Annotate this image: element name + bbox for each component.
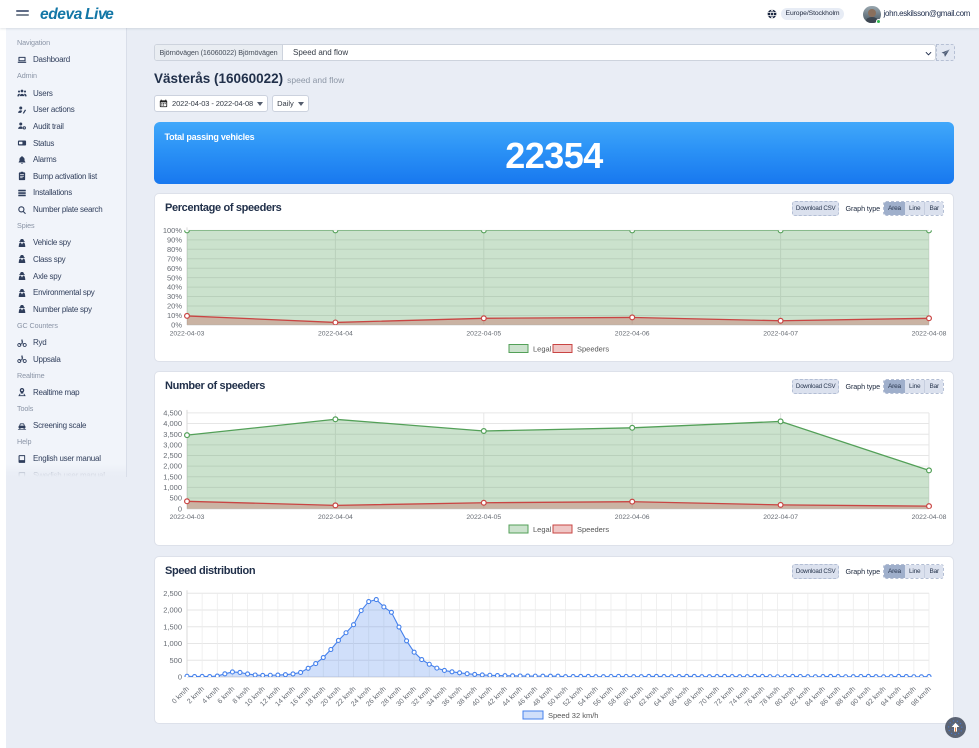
svg-text:2022-04-08: 2022-04-08 xyxy=(912,514,947,521)
svg-text:Legal: Legal xyxy=(533,525,552,534)
svg-text:20%: 20% xyxy=(167,302,182,311)
svg-text:2022-04-08: 2022-04-08 xyxy=(912,330,947,337)
svg-text:2022-04-06: 2022-04-06 xyxy=(615,330,650,337)
svg-text:2022-04-05: 2022-04-05 xyxy=(466,514,501,521)
svg-text:2022-04-04: 2022-04-04 xyxy=(318,330,353,337)
svg-text:2022-04-06: 2022-04-06 xyxy=(615,514,650,521)
svg-text:3,000: 3,000 xyxy=(163,440,182,449)
svg-text:2,500: 2,500 xyxy=(163,451,182,460)
svg-text:2,000: 2,000 xyxy=(163,462,182,471)
svg-text:70%: 70% xyxy=(167,254,182,263)
svg-text:0%: 0% xyxy=(171,321,182,330)
svg-text:80%: 80% xyxy=(167,245,182,254)
svg-text:500: 500 xyxy=(169,656,182,665)
svg-text:2,500: 2,500 xyxy=(163,589,182,598)
svg-text:2022-04-04: 2022-04-04 xyxy=(318,514,353,521)
svg-text:2022-04-07: 2022-04-07 xyxy=(763,330,798,337)
svg-text:1,500: 1,500 xyxy=(163,472,182,481)
svg-text:40%: 40% xyxy=(167,283,182,292)
svg-text:2022-04-07: 2022-04-07 xyxy=(763,514,798,521)
svg-text:3,500: 3,500 xyxy=(163,430,182,439)
svg-text:2022-04-05: 2022-04-05 xyxy=(466,330,501,337)
svg-text:2,000: 2,000 xyxy=(163,606,182,615)
svg-text:2022-04-03: 2022-04-03 xyxy=(170,514,205,521)
svg-text:90%: 90% xyxy=(167,235,182,244)
svg-text:50%: 50% xyxy=(167,273,182,282)
svg-text:Speed 32 km/h: Speed 32 km/h xyxy=(548,711,598,720)
svg-text:60%: 60% xyxy=(167,264,182,273)
svg-text:0: 0 xyxy=(178,673,182,682)
svg-text:1,000: 1,000 xyxy=(163,483,182,492)
svg-text:Speeders: Speeders xyxy=(577,525,609,534)
svg-text:500: 500 xyxy=(169,494,182,503)
svg-text:1,500: 1,500 xyxy=(163,622,182,631)
svg-text:30%: 30% xyxy=(167,292,182,301)
svg-text:Legal: Legal xyxy=(533,345,552,354)
svg-text:1,000: 1,000 xyxy=(163,639,182,648)
svg-text:4,000: 4,000 xyxy=(163,419,182,428)
svg-text:10%: 10% xyxy=(167,311,182,320)
svg-text:4,500: 4,500 xyxy=(163,409,182,418)
svg-text:0: 0 xyxy=(178,504,182,513)
svg-text:2022-04-03: 2022-04-03 xyxy=(170,330,205,337)
svg-text:Speeders: Speeders xyxy=(577,345,609,354)
svg-text:100%: 100% xyxy=(163,226,183,235)
